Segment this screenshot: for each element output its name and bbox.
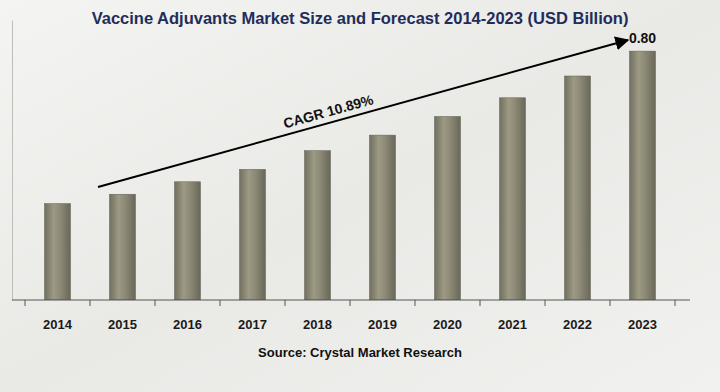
x-tick-label: 2023 bbox=[628, 317, 657, 332]
x-tick: 2015 bbox=[108, 300, 137, 332]
category-separator bbox=[220, 300, 221, 306]
annotation: CAGR 10.89% bbox=[282, 91, 376, 131]
x-tick: 2016 bbox=[173, 300, 202, 332]
bar bbox=[110, 194, 136, 300]
data-label: 0.80 bbox=[629, 30, 656, 46]
y-axis-line bbox=[12, 21, 13, 301]
bar bbox=[305, 151, 331, 300]
category-separator bbox=[350, 300, 351, 306]
x-tick-label: 2020 bbox=[433, 317, 462, 332]
category-separator bbox=[155, 300, 156, 306]
x-tick: 2023 bbox=[628, 300, 657, 332]
category-separator bbox=[545, 300, 546, 306]
x-tick: 2019 bbox=[368, 300, 397, 332]
x-tick-label: 2017 bbox=[238, 317, 267, 332]
x-axis: 2014 2015 2016 2017 2018 2019 2020 2021 2022 2023 bbox=[12, 300, 690, 332]
background bbox=[0, 0, 720, 392]
x-tick-label: 2014 bbox=[43, 317, 73, 332]
x-tick-label: 2019 bbox=[368, 317, 397, 332]
bar bbox=[240, 169, 266, 300]
category-separator bbox=[415, 300, 416, 306]
bar bbox=[175, 182, 201, 300]
category-separator bbox=[285, 300, 286, 306]
bar bbox=[565, 76, 591, 300]
x-tick-label: 2022 bbox=[563, 317, 592, 332]
x-tick: 2014 bbox=[43, 300, 73, 332]
bar bbox=[45, 204, 71, 300]
x-tick-label: 2021 bbox=[498, 317, 527, 332]
x-tick: 2018 bbox=[303, 300, 332, 332]
separators bbox=[25, 300, 675, 306]
x-tick-label: 2018 bbox=[303, 317, 332, 332]
y-axis bbox=[12, 21, 13, 301]
chart: 2014 2015 2016 2017 2018 2019 2020 2021 2022 2023… bbox=[0, 0, 720, 392]
bar bbox=[370, 135, 396, 300]
cagr-arrow bbox=[98, 40, 628, 187]
category-separator bbox=[610, 300, 611, 306]
category-separator bbox=[90, 300, 91, 306]
x-tick-label: 2016 bbox=[173, 317, 202, 332]
x-tick-label: 2015 bbox=[108, 317, 137, 332]
category-separator bbox=[675, 300, 676, 306]
x-tick: 2020 bbox=[433, 300, 462, 332]
bar bbox=[630, 51, 656, 300]
x-axis-line bbox=[12, 300, 690, 301]
category-separator bbox=[480, 300, 481, 306]
bar bbox=[500, 98, 526, 300]
data-labels: 0.80 bbox=[629, 30, 656, 46]
category-separator bbox=[25, 300, 26, 306]
source: Source: Crystal Market Research bbox=[258, 345, 462, 360]
x-tick: 2017 bbox=[238, 300, 267, 332]
x-tick: 2022 bbox=[563, 300, 592, 332]
bar bbox=[435, 116, 461, 300]
title: Vaccine Adjuvants Market Size and Foreca… bbox=[92, 9, 629, 27]
x-tick: 2021 bbox=[498, 300, 527, 332]
